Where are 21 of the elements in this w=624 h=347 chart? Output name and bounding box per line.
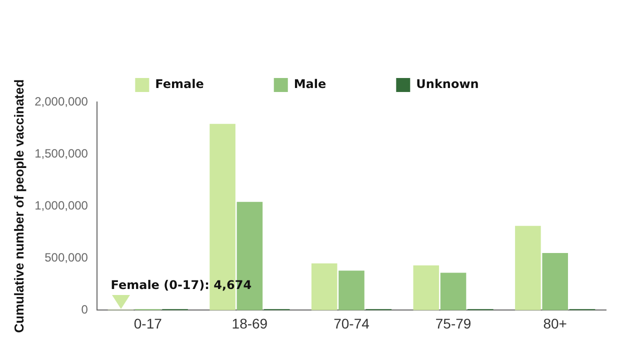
y-tick-label: 1,000,000 <box>34 198 88 212</box>
annotation: Female (0-17): 4,674 <box>110 278 252 292</box>
bar <box>440 272 466 310</box>
legend-label: Unknown <box>416 77 479 92</box>
bar <box>338 270 364 310</box>
bar <box>542 252 568 310</box>
legend-label: Male <box>294 77 326 92</box>
y-tick-label: 0 <box>81 302 88 317</box>
y-axis-title: Cumulative number of people vaccinated <box>11 79 26 333</box>
y-tick-label: 2,000,000 <box>34 94 88 108</box>
y-tick-label: 1,500,000 <box>34 146 88 160</box>
x-tick-label: 80+ <box>543 315 567 332</box>
bar <box>311 263 338 310</box>
x-tick-label: 0-17 <box>134 315 162 332</box>
x-tick-label: 70-74 <box>334 315 370 332</box>
legend-label: Female <box>155 77 204 92</box>
bar <box>515 226 541 310</box>
x-tick-label: 18-69 <box>232 315 268 332</box>
y-tick-label: 500,000 <box>44 250 88 264</box>
x-tick-label: 75-79 <box>435 315 472 332</box>
bar <box>413 265 440 310</box>
